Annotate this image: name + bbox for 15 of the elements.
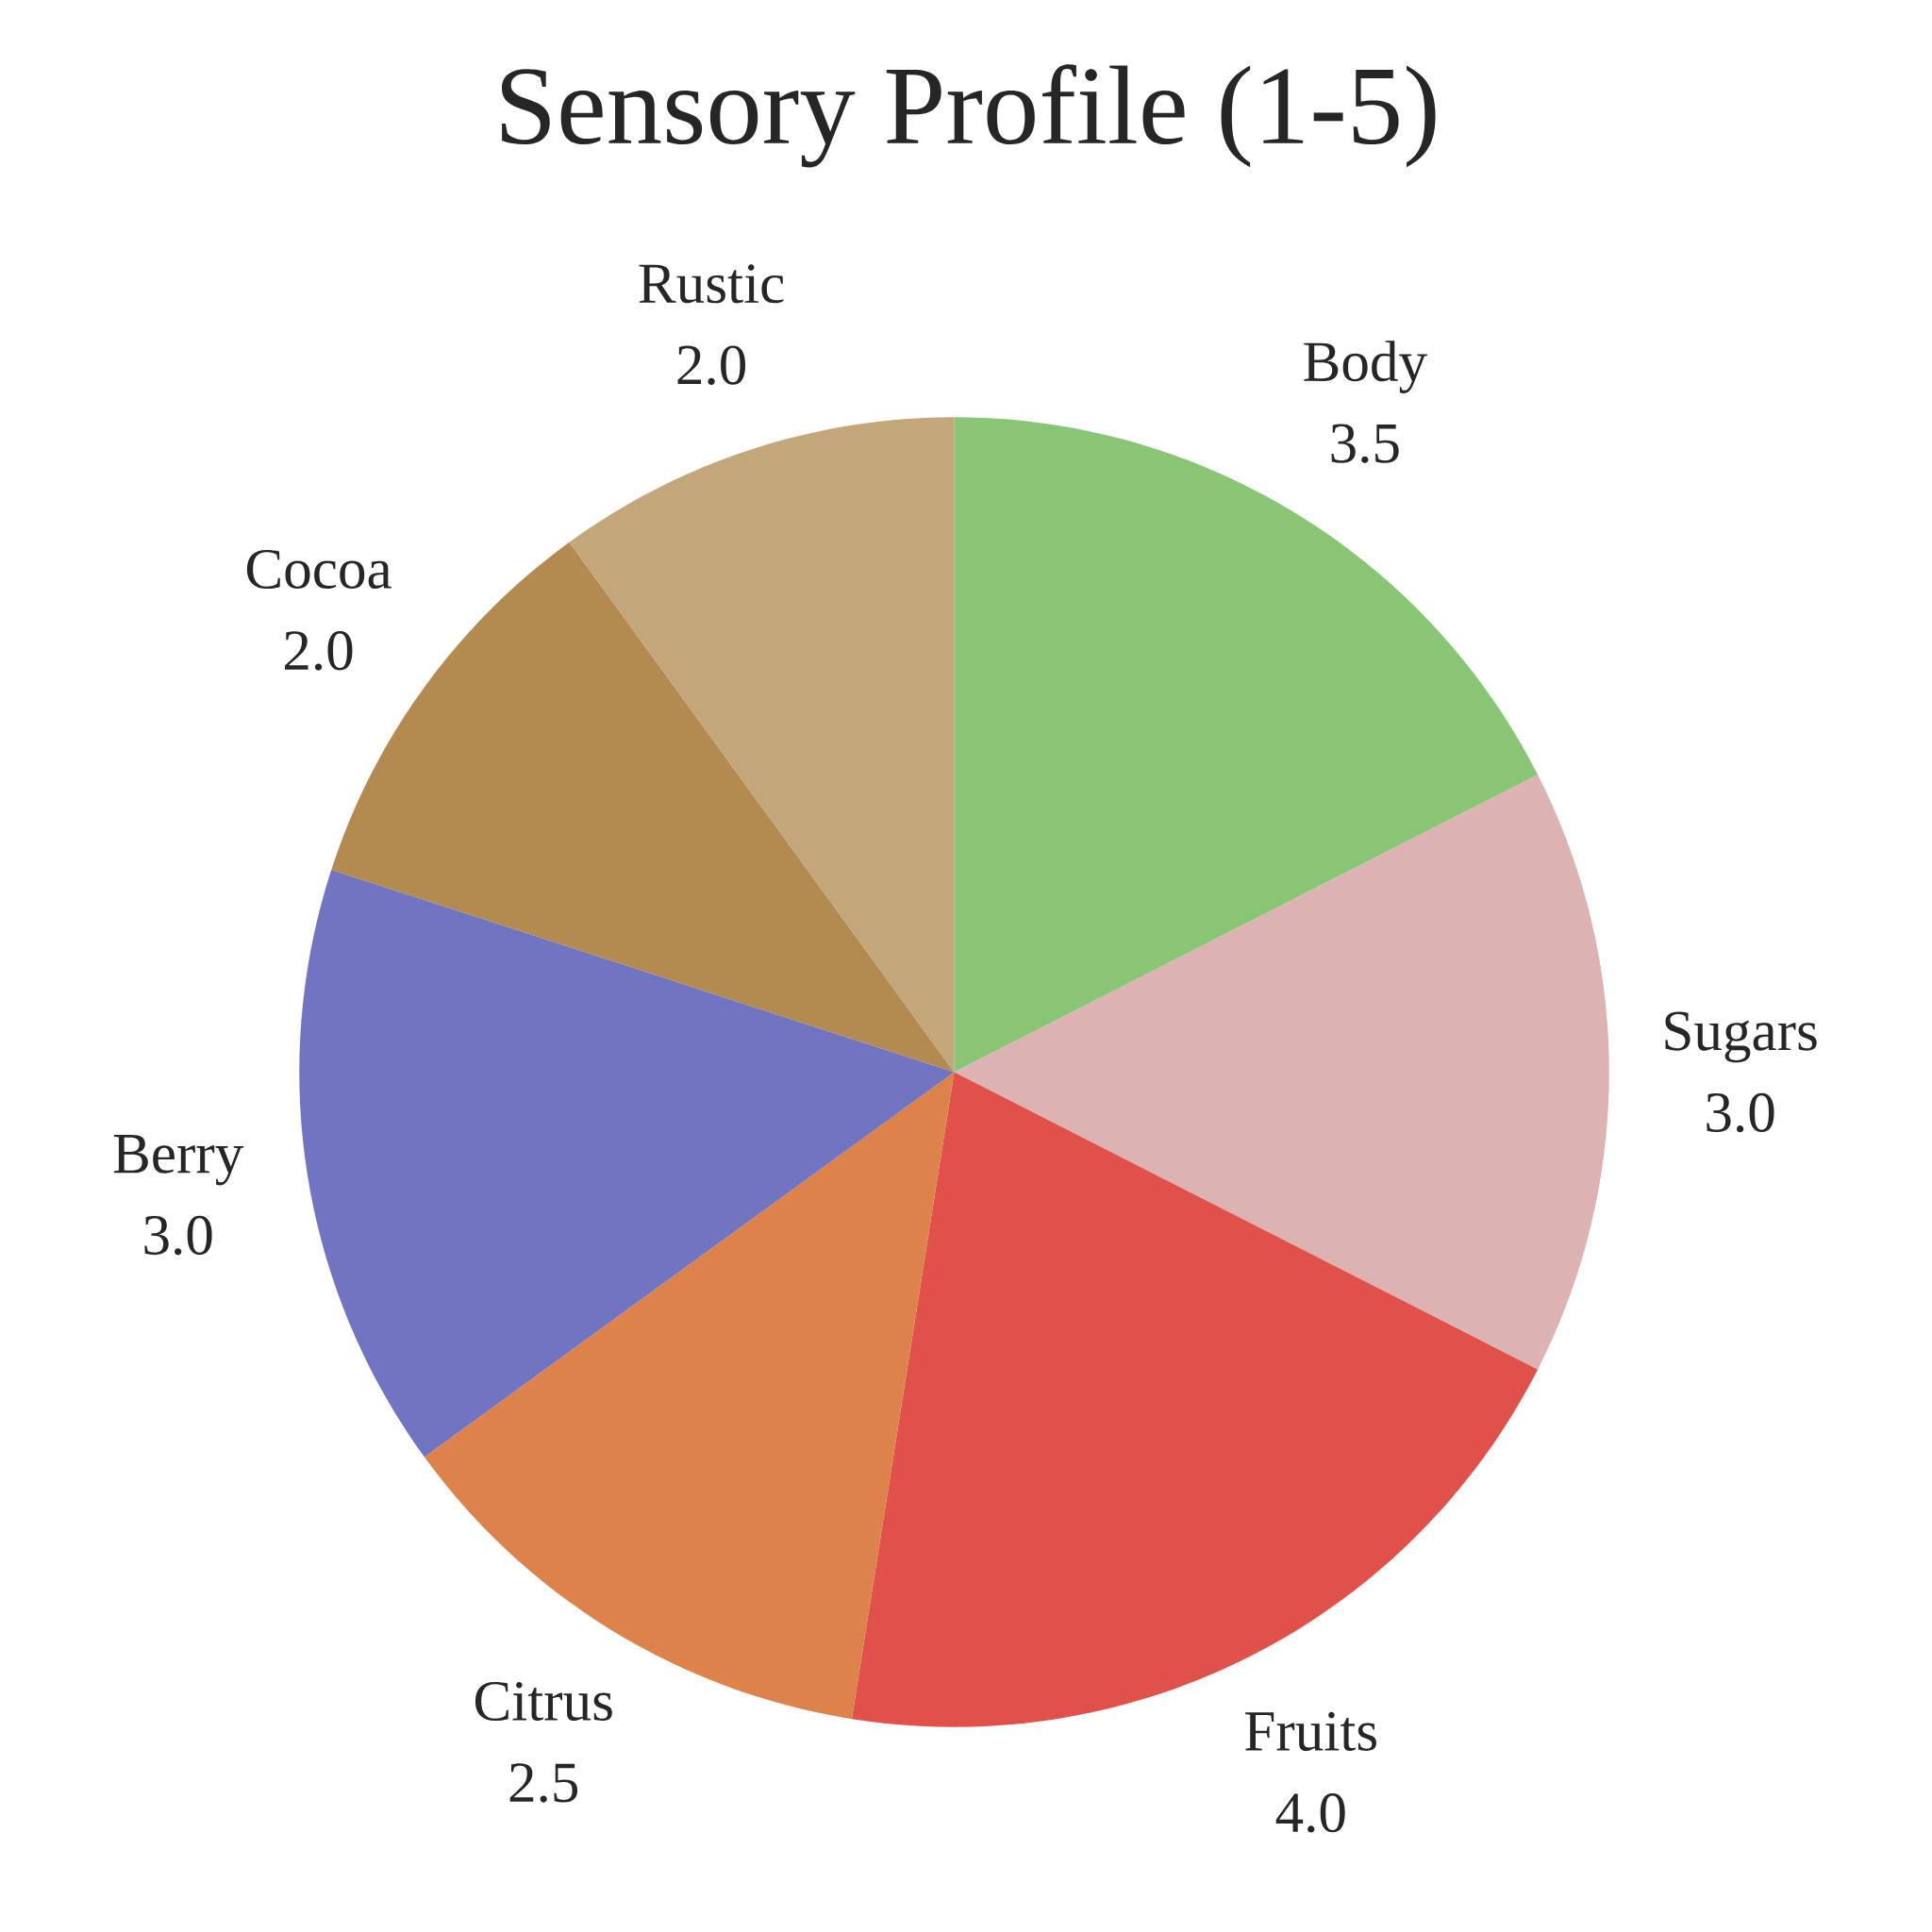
slice-label: Berry [113,1135,244,1186]
data-label: 3.0 [144,1215,212,1256]
data-label: 2.0 [285,631,353,671]
data-label: 4.0 [1275,1793,1345,1833]
slice-label: Citrus [475,1681,612,1722]
chart-title: Sensory Profile (1-5) [501,64,1436,168]
slice-label: Body [1304,341,1427,393]
slice-label: Cocoa [246,549,391,590]
slice-label: Fruits [1245,1711,1376,1751]
data-label: 2.5 [509,1763,578,1803]
slice-label: Sugars [1665,1011,1817,1063]
data-label: 2.0 [677,345,746,385]
data-label: 3.5 [1331,424,1399,463]
slice-label: Rustic [639,264,784,304]
data-label: 3.0 [1707,1092,1774,1133]
